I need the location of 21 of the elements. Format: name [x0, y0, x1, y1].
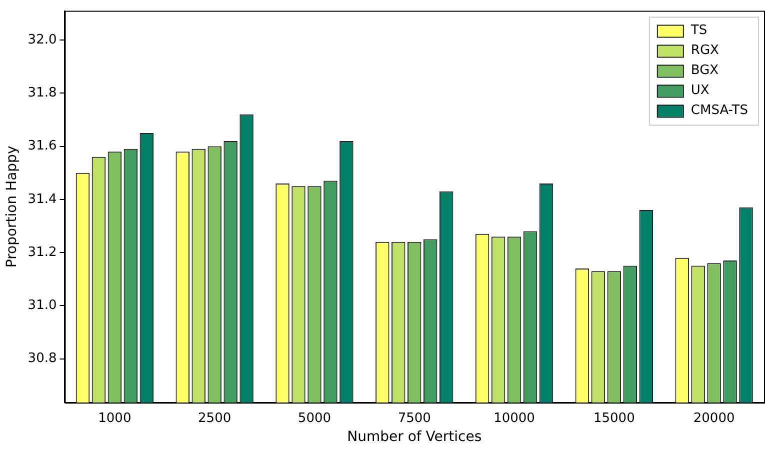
x-tick-label: 7500	[398, 410, 431, 426]
y-tick-label: 31.2	[28, 244, 57, 260]
x-tick-label: 10000	[494, 410, 535, 426]
legend-label: UX	[690, 83, 710, 98]
legend-label: RGX	[690, 43, 720, 58]
y-tick-label: 31.4	[28, 192, 57, 207]
y-tick-label: 31.0	[28, 298, 57, 314]
y-tick-label: 30.8	[28, 351, 57, 366]
x-tick-label: 15000	[593, 410, 635, 426]
x-tick-label: 2500	[198, 410, 232, 426]
legend-label: BGX	[690, 63, 719, 78]
x-tick-label: 5000	[298, 410, 332, 426]
y-tick-label: 31.8	[28, 86, 57, 101]
x-tick-label: 20000	[693, 410, 735, 426]
y-tick-label: 31.6	[28, 138, 57, 154]
y-axis-title: Proportion Happy	[4, 146, 20, 268]
y-tick-label: 32.0	[28, 32, 57, 48]
legend-label: CMSA-TS	[690, 103, 748, 118]
x-axis-title: Number of Vertices	[347, 429, 482, 446]
legend-label: TS	[690, 23, 708, 38]
x-tick-label: 1000	[98, 410, 132, 426]
